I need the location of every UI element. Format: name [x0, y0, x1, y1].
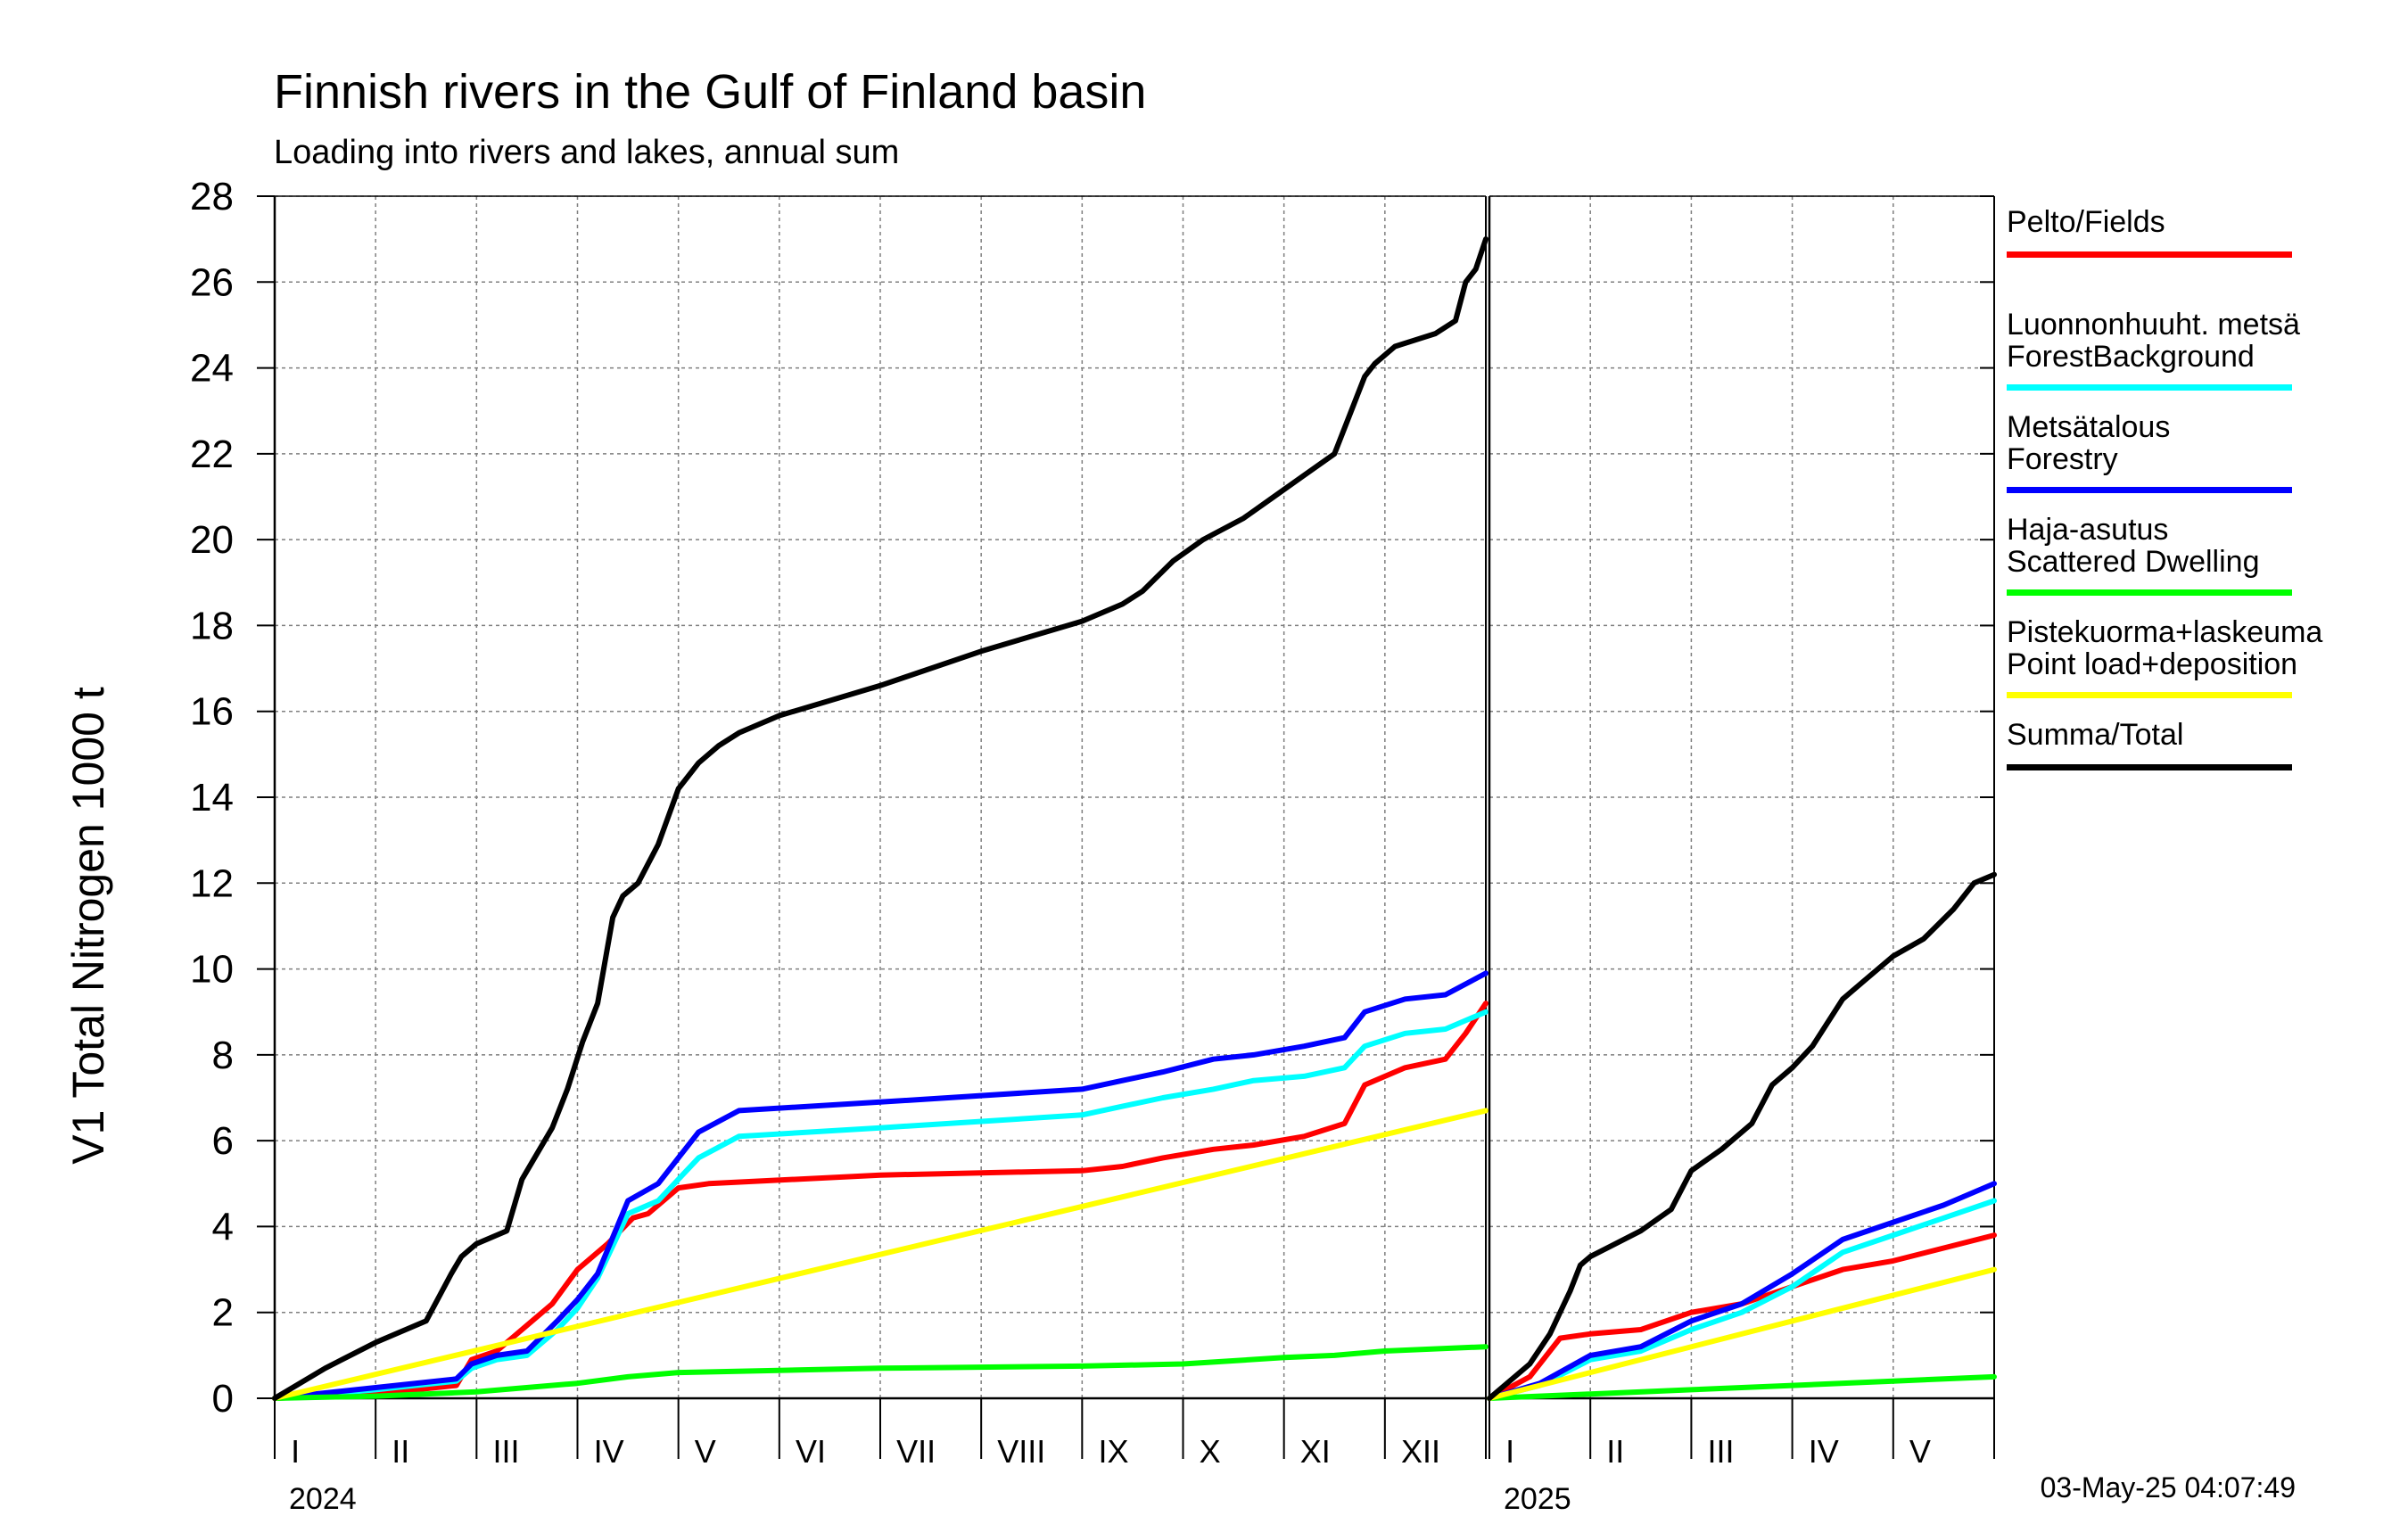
x-month-label: IV: [594, 1433, 624, 1470]
legend-label-en: Point load+deposition: [2007, 647, 2298, 681]
legend-swatch: [2007, 487, 2292, 493]
series-summa-total-line: [1487, 871, 1997, 1401]
legend-swatch: [2007, 692, 2292, 698]
legend-label-en: ForestBackground: [2007, 340, 2255, 374]
y-tick-label: 18: [190, 604, 234, 647]
y-tick-label: 14: [190, 776, 234, 820]
x-month-label: V: [1909, 1433, 1931, 1470]
legend: Pelto/Fields Luonnonhuuht. metsä ForestB…: [2007, 205, 2390, 820]
series-haja-asutus-line: [272, 1344, 1489, 1401]
chart-subtitle: Loading into rivers and lakes, annual su…: [274, 134, 900, 171]
series-luonnonhuuht-mets-line: [272, 1009, 1489, 1401]
legend-item-total: Summa/Total: [2007, 718, 2390, 820]
x-month-label: XII: [1401, 1433, 1440, 1470]
y-tick-label: 10: [190, 948, 234, 992]
y-tick-label: 28: [190, 175, 234, 218]
series-luonnonhuuht-mets-line: [1487, 1198, 1997, 1401]
legend-item-point-load: Pistekuorma+laskeuma Point load+depositi…: [2007, 615, 2390, 718]
y-tick-label: 4: [212, 1205, 234, 1248]
legend-label: Pistekuorma+laskeuma: [2007, 615, 2323, 649]
series-mets-talous-line: [272, 970, 1489, 1401]
timestamp: 03-May-25 04:07:49: [2040, 1471, 2296, 1504]
y-tick-label: 12: [190, 861, 234, 905]
y-tick-label: 26: [190, 260, 234, 304]
legend-label-en: Scattered Dwelling: [2007, 545, 2260, 579]
series-summa-total-line: [272, 236, 1489, 1401]
y-tick-label: 24: [190, 347, 234, 391]
legend-item-fields: Pelto/Fields: [2007, 205, 2390, 308]
y-tick-label: 0: [212, 1377, 234, 1421]
legend-swatch: [2007, 384, 2292, 391]
y-tick-label: 6: [212, 1119, 234, 1163]
x-month-label: III: [492, 1433, 519, 1470]
y-tick-label: 16: [190, 690, 234, 734]
y-axis-label: V1 Total Nitrogen 1000 t: [63, 687, 113, 1165]
y-tick-label: 20: [190, 518, 234, 562]
y-tick-label: 2: [212, 1291, 234, 1335]
x-month-label: VIII: [997, 1433, 1045, 1470]
series-haja-asutus-line: [1487, 1373, 1997, 1401]
x-month-label: III: [1708, 1433, 1735, 1470]
x-year-label: 2024: [289, 1482, 357, 1516]
x-month-label: II: [392, 1433, 409, 1470]
series-pistekuorma-laskeuma-line: [272, 1108, 1489, 1401]
chart-title: Finnish rivers in the Gulf of Finland ba…: [274, 65, 1147, 119]
legend-label: Haja-asutus: [2007, 513, 2169, 547]
legend-item-scattered-dwelling: Haja-asutus Scattered Dwelling: [2007, 513, 2390, 615]
x-month-label: VII: [896, 1433, 936, 1470]
legend-label: Luonnonhuuht. metsä: [2007, 308, 2300, 342]
x-month-label: I: [1505, 1433, 1514, 1470]
x-month-label: V: [695, 1433, 716, 1470]
x-month-label: XI: [1300, 1433, 1331, 1470]
legend-label: Summa/Total: [2007, 718, 2184, 752]
series-mets-talous-line: [1487, 1181, 1997, 1401]
x-month-label: VI: [796, 1433, 826, 1470]
legend-item-forest-background: Luonnonhuuht. metsä ForestBackground: [2007, 308, 2390, 410]
x-month-label: X: [1200, 1433, 1221, 1470]
x-month-label: IV: [1809, 1433, 1839, 1470]
legend-swatch: [2007, 764, 2292, 770]
legend-swatch: [2007, 251, 2292, 258]
legend-label-en: Forestry: [2007, 442, 2118, 476]
x-year-label: 2025: [1504, 1482, 1571, 1516]
legend-item-forestry: Metsätalous Forestry: [2007, 410, 2390, 513]
y-tick-label: 22: [190, 433, 234, 476]
legend-swatch: [2007, 589, 2292, 596]
series-pelto-fields-line: [1487, 1232, 1997, 1401]
series-pistekuorma-laskeuma-line: [1487, 1266, 1997, 1401]
x-month-label: II: [1606, 1433, 1624, 1470]
legend-label: Metsätalous: [2007, 410, 2171, 444]
x-month-label: IX: [1098, 1433, 1128, 1470]
legend-label: Pelto/Fields: [2007, 205, 2165, 239]
y-tick-label: 8: [212, 1034, 234, 1077]
x-month-label: I: [291, 1433, 300, 1470]
